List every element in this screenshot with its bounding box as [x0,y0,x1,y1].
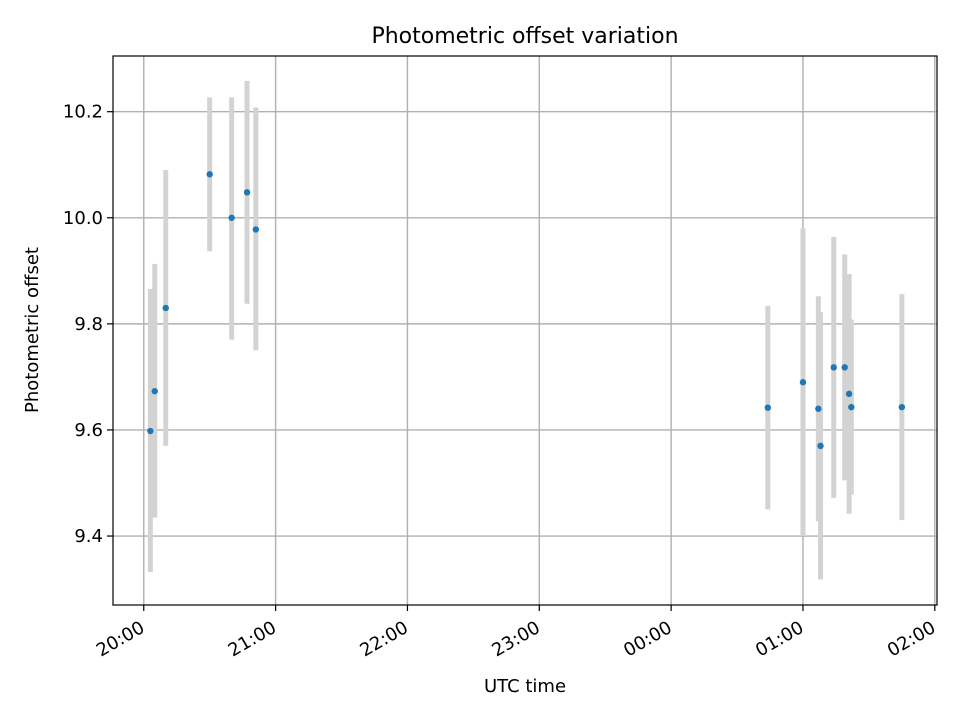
data-point [815,405,822,412]
plot-frame [112,55,938,606]
data-point [848,403,855,411]
data-point [252,226,260,233]
x-axis-label: UTC time [484,676,566,697]
data-point [206,171,213,178]
y-tick-label: 10.0 [63,208,103,229]
data-point [162,304,169,312]
data-point [845,390,853,398]
chart-title: Photometric offset variation [371,24,678,49]
data-point [898,403,906,411]
y-tick-label: 9.8 [74,314,103,335]
y-tick-label: 9.4 [74,526,103,547]
data-point [817,442,824,450]
data-point [764,404,772,411]
data-point [841,364,848,371]
data-points [147,171,906,450]
y-axis-label: Photometric offset [22,247,43,413]
data-point [147,427,154,435]
data-point [228,214,235,221]
data-point [243,189,251,196]
y-tick-label: 10.2 [63,102,103,123]
grid [113,56,937,605]
y-axis-ticks: 9.4 9.6 9.8 10.0 10.2 [63,102,113,547]
data-point [151,388,158,395]
y-tick-label: 9.6 [74,420,103,441]
data-point [799,379,807,386]
data-point [830,364,837,371]
